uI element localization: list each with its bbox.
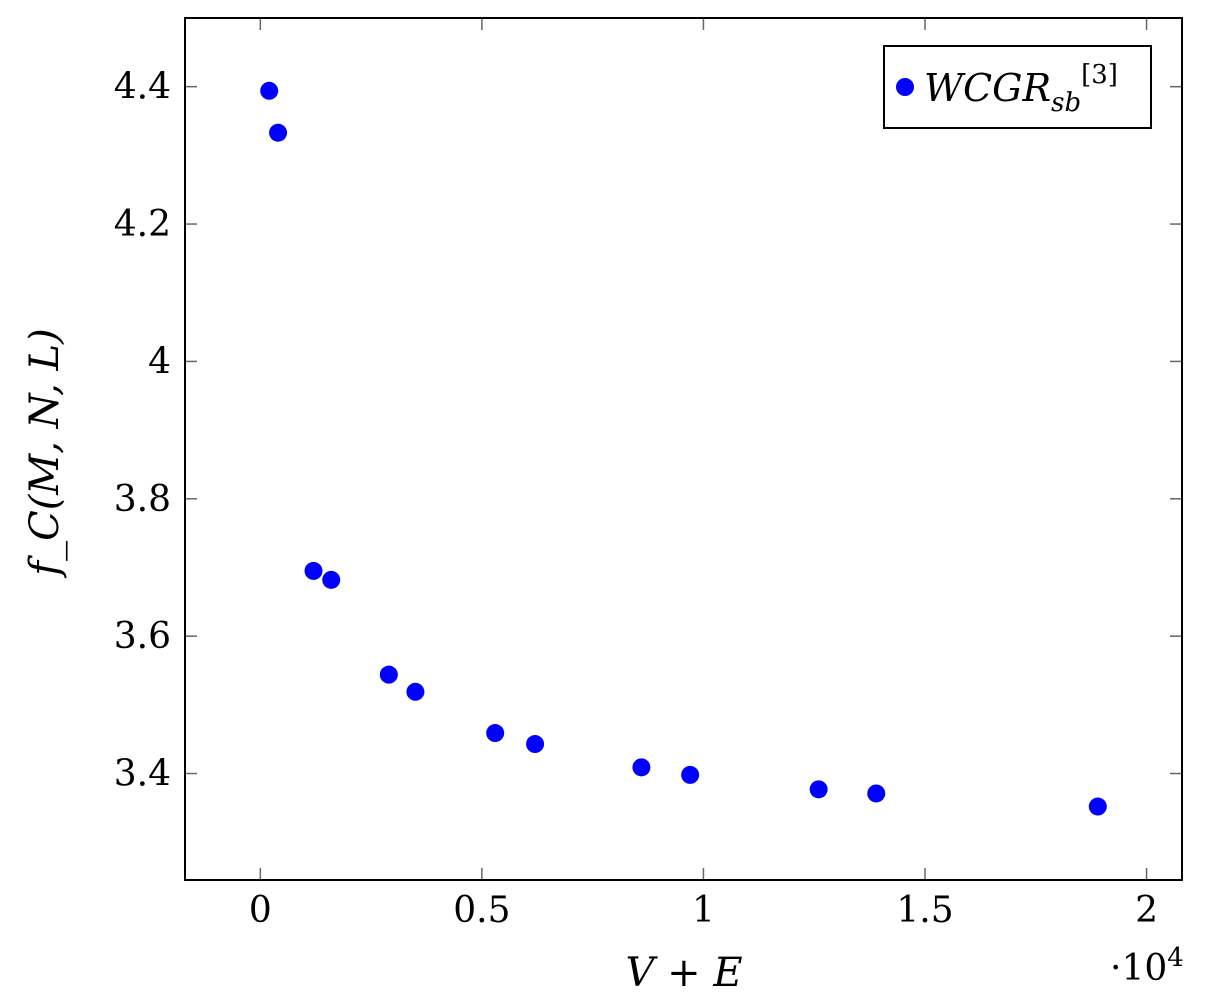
- data-point: [486, 724, 505, 743]
- legend-box: [883, 45, 1152, 129]
- data-point: [260, 81, 279, 100]
- x-axis-label: V + E: [625, 950, 742, 996]
- x-tick-label: 0: [249, 890, 272, 931]
- legend-subscript: sb: [1051, 88, 1081, 118]
- data-point: [526, 735, 545, 754]
- legend: WCGRsb[3]: [883, 45, 1152, 129]
- data-point: [269, 123, 288, 142]
- x-tick-label: 1: [692, 890, 715, 931]
- legend-superscript: [3]: [1081, 60, 1118, 90]
- axis-ticks: [185, 18, 1182, 880]
- data-point: [632, 758, 651, 777]
- data-points: [260, 81, 1107, 816]
- y-tick-label: 3.4: [114, 754, 171, 795]
- legend-marker: [896, 78, 914, 96]
- y-tick-label: 4.4: [114, 67, 171, 108]
- y-axis-label: f_C(M, N, L): [22, 328, 68, 578]
- data-point: [809, 780, 828, 799]
- legend-main: WCGR: [924, 66, 1051, 110]
- y-tick-labels: 3.4 3.6 3.8 4 4.2 4.4: [114, 67, 171, 795]
- x-tick-label: 0.5: [453, 890, 510, 931]
- x-tick-labels: 0 0.5 1 1.5 2: [249, 890, 1158, 931]
- y-tick-label: 4: [148, 341, 171, 382]
- data-point: [681, 765, 700, 784]
- x-axis-multiplier: ·104: [1110, 943, 1184, 989]
- y-tick-label: 4.2: [114, 204, 171, 245]
- y-tick-label: 3.6: [114, 616, 171, 657]
- x-multiplier-exponent: 4: [1167, 943, 1184, 973]
- x-tick-label: 1.5: [896, 890, 953, 931]
- data-point: [1088, 797, 1107, 816]
- x-multiplier-base: ·10: [1110, 948, 1167, 989]
- legend-entry: WCGRsb[3]: [924, 60, 1118, 118]
- y-tick-label: 3.8: [114, 479, 171, 520]
- data-point: [379, 665, 398, 684]
- x-tick-label: 2: [1135, 890, 1158, 931]
- data-point: [867, 784, 886, 803]
- data-point: [406, 682, 425, 701]
- data-point: [322, 570, 341, 589]
- data-point: [304, 561, 323, 580]
- plot-frame: [184, 17, 1183, 881]
